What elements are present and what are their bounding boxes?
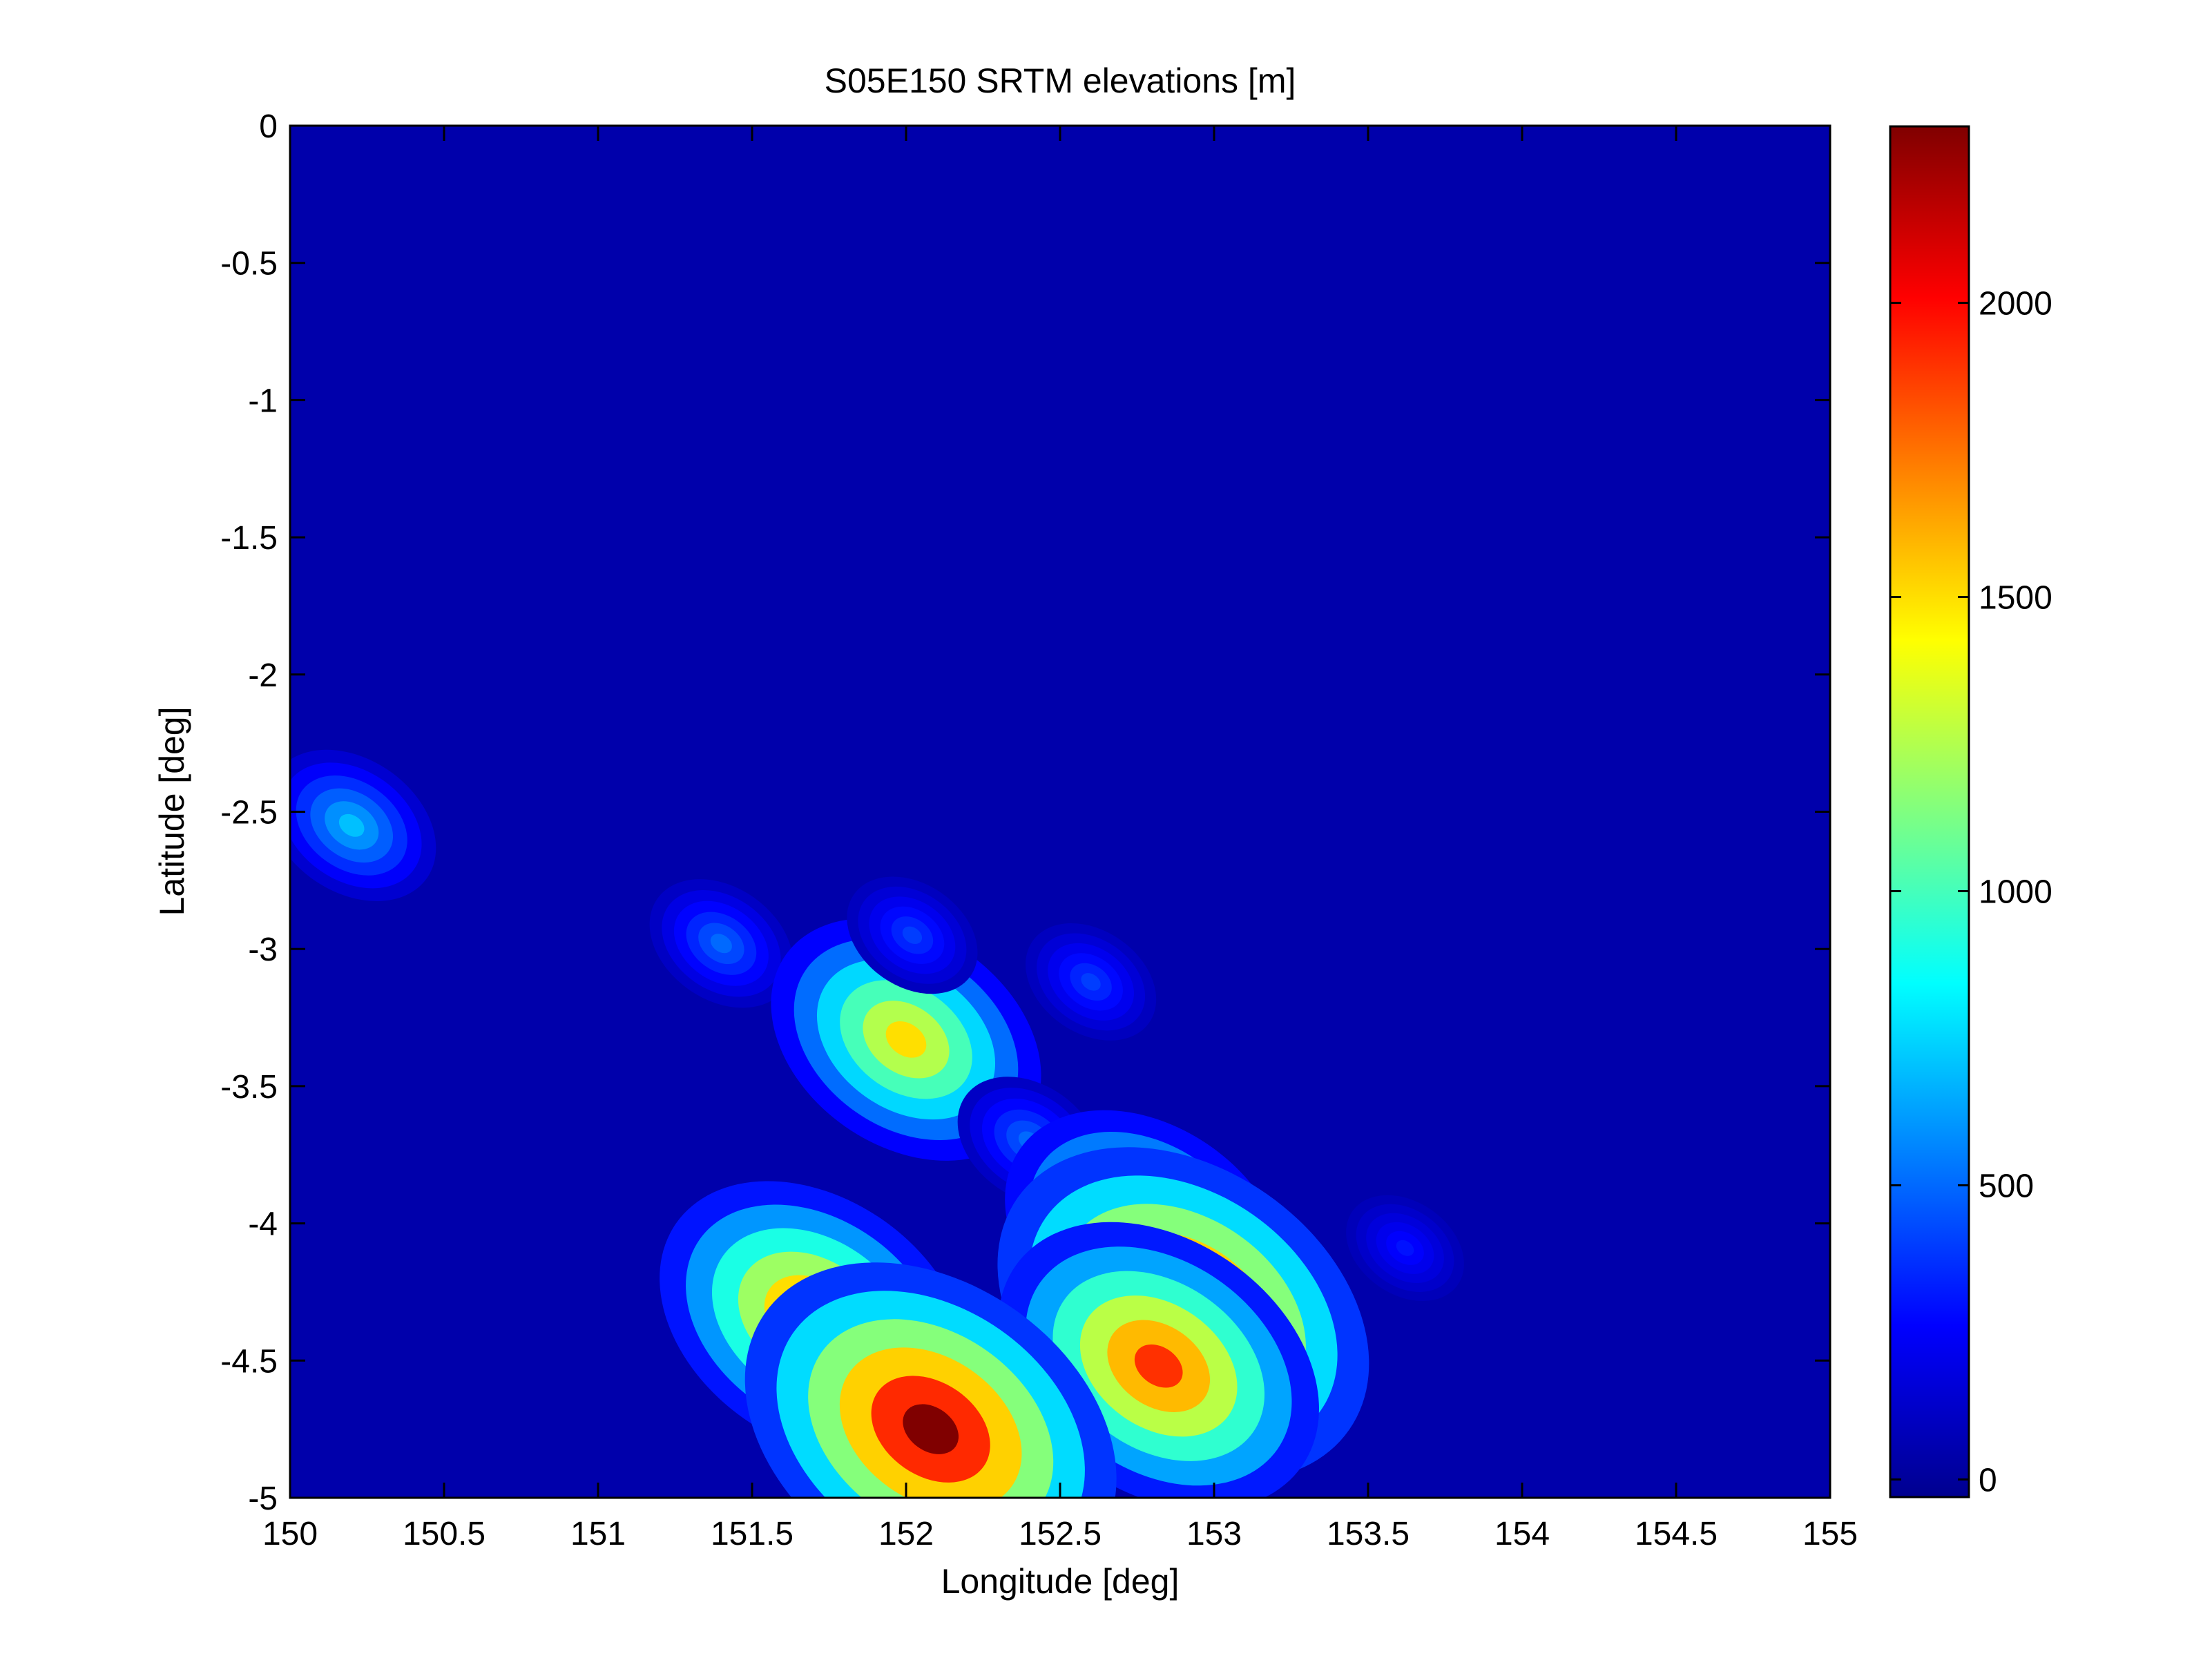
y-tick-label: -2 [248,657,278,694]
elevation-contour [902,926,923,945]
elevation-contour [903,1404,959,1454]
y-axis-label: Latitude [deg] [153,706,191,916]
x-tick-label: 151.5 [711,1516,794,1552]
plot-area [289,124,1831,1499]
terrain-feature [744,1262,1117,1498]
colorbar-tick-label: 1500 [1979,580,2052,617]
colorbar: 0 500 1000 1500 2000 [1889,125,2052,1498]
terrain-feature [1346,1195,1464,1301]
terrain-layer [290,749,1464,1498]
colorbar-ticks: 0 500 1000 1500 2000 [1890,286,2052,1498]
y-tick-label: -3.5 [220,1069,278,1106]
map-title: S05E150 SRTM elevations [m] [825,61,1296,100]
elevation-contour [1134,1344,1183,1388]
elevation-contour [710,934,732,954]
y-tick-label: -0.5 [220,246,278,282]
y-tick-label: -4.5 [220,1343,278,1380]
x-tick-label: 155 [1802,1516,1858,1552]
colorbar-tick-label: 500 [1979,1168,2034,1204]
y-tick-label: -1 [248,383,278,419]
terrain-feature [649,879,794,1008]
colorbar-tick-label: 2000 [1979,286,2052,322]
y-tick-label: -5 [248,1481,278,1517]
colorbar-frame [1889,125,1970,1498]
x-tick-label: 150.5 [403,1516,485,1552]
y-tick-label: -4 [248,1206,278,1243]
x-tick-label: 151 [570,1516,626,1552]
y-tick-label: -2.5 [220,795,278,831]
y-axis-ticks: 0 -0.5 -1 -1.5 -2 -2.5 -3 -3.5 -4 -4.5 -5 [220,108,1830,1517]
colorbar-tick-label: 0 [1979,1462,1997,1498]
x-tick-label: 153.5 [1327,1516,1410,1552]
colorbar-gradient [1890,126,1969,1497]
elevation-contour [338,813,365,837]
x-tick-label: 150 [262,1516,318,1552]
x-tick-label: 154 [1494,1516,1550,1552]
elevation-contour [1081,973,1101,991]
colorbar-tick-label: 1000 [1979,874,2052,911]
y-tick-label: -1.5 [220,520,278,557]
terrain-feature [290,749,436,901]
x-tick-label: 153 [1186,1516,1242,1552]
x-tick-label: 152.5 [1019,1516,1102,1552]
y-tick-label: -3 [248,932,278,968]
elevation-contour [1396,1240,1414,1256]
x-tick-label: 152 [878,1516,934,1552]
x-tick-label: 154.5 [1635,1516,1718,1552]
y-tick-label: 0 [259,108,278,145]
elevation-contour [885,1021,927,1058]
x-axis-label: Longitude [deg] [941,1562,1180,1601]
terrain-feature [1026,923,1157,1041]
x-axis-ticks: 150 150.5 151 151.5 152 152.5 153 153.5 154 154.5… [262,126,1858,1552]
terrain-feature [847,876,978,994]
